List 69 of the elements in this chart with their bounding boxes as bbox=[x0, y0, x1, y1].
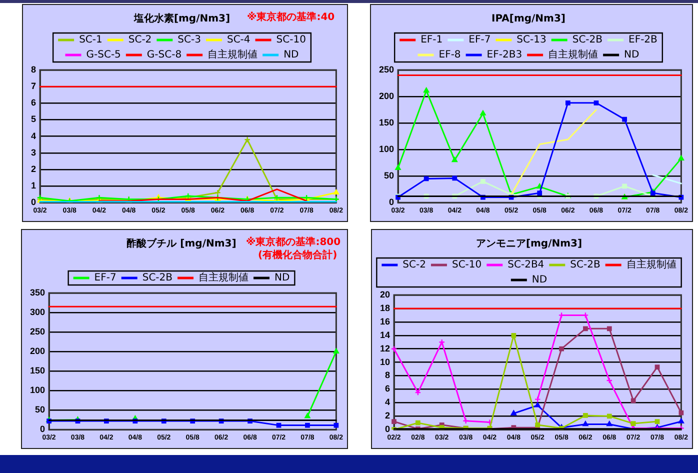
y-tick-label: 0 bbox=[389, 197, 394, 208]
legend-label: SC-2B bbox=[572, 34, 603, 46]
legend-label: G-SC-5 bbox=[86, 50, 121, 61]
legend-label: SC-1 bbox=[79, 34, 102, 46]
legend-label: 自主規制値 bbox=[198, 272, 249, 284]
legend-label: SC-3 bbox=[178, 34, 201, 46]
y-tick-label: 0 bbox=[384, 424, 390, 434]
y-tick-label: 8 bbox=[384, 370, 390, 380]
legend-label: EF-7 bbox=[94, 272, 116, 284]
y-tick-label: 16 bbox=[380, 316, 390, 326]
legend-label: 自主規制値 bbox=[626, 258, 676, 271]
y-tick-label: 0 bbox=[40, 424, 46, 434]
y-tick-label: 350 bbox=[30, 287, 46, 298]
y-tick-label: 150 bbox=[378, 118, 394, 128]
y-tick-label: 2 bbox=[30, 164, 36, 174]
y-tick-label: 6 bbox=[30, 98, 36, 108]
y-tick-label: 300 bbox=[30, 307, 46, 317]
y-tick-label: 7 bbox=[30, 81, 36, 92]
chart-title: IPA[mg/Nm3] bbox=[492, 14, 566, 25]
legend-label: EF-7 bbox=[468, 34, 491, 46]
y-tick-label: 18 bbox=[380, 302, 390, 313]
y-tick-label: 14 bbox=[380, 330, 390, 340]
y-tick-label: 4 bbox=[384, 397, 390, 408]
text: ※東京都の基準:800 bbox=[246, 236, 341, 249]
text: (有機化合物合計) bbox=[258, 249, 338, 262]
y-tick-label: 8 bbox=[30, 64, 36, 74]
chart-title: アンモニア[mg/Nm3] bbox=[476, 238, 582, 250]
y-tick-label: 200 bbox=[378, 91, 394, 102]
legend-label: 自主規制値 bbox=[208, 48, 258, 61]
legend-label: SC-4 bbox=[226, 34, 250, 46]
legend-label: EF-8 bbox=[438, 50, 461, 61]
y-tick-label: 1 bbox=[30, 180, 36, 191]
y-tick-label: 5 bbox=[30, 114, 36, 124]
legend-label: SC-10 bbox=[452, 260, 482, 271]
y-tick-label: 0 bbox=[30, 197, 36, 208]
chart-title: 塩化水素[mg/Nm3] bbox=[132, 12, 230, 25]
legend-label: G-SC-8 bbox=[146, 50, 182, 61]
legend-label: SC-2B bbox=[570, 260, 600, 271]
y-tick-label: 200 bbox=[30, 346, 46, 356]
legend-label: SC-2 bbox=[128, 34, 152, 46]
y-tick-label: 4 bbox=[30, 130, 36, 141]
text: ※東京都の基準:40 bbox=[247, 11, 335, 24]
legend-label: ND bbox=[532, 274, 548, 286]
y-tick-label: 100 bbox=[30, 385, 46, 396]
legend-label: EF-2B3 bbox=[486, 50, 522, 61]
legend-label: 自主規制値 bbox=[548, 48, 598, 61]
legend-label: ND bbox=[274, 272, 290, 284]
legend-label: ND bbox=[284, 50, 300, 61]
chart-title: 酢酸ブチル [mg/Nm3] bbox=[126, 238, 236, 250]
y-tick-label: 20 bbox=[380, 289, 390, 300]
legend-label: ND bbox=[624, 50, 640, 61]
y-tick-label: 3 bbox=[30, 147, 36, 158]
y-tick-label: 100 bbox=[378, 144, 394, 154]
y-tick-label: 50 bbox=[384, 170, 394, 181]
legend-label: SC-10 bbox=[276, 34, 306, 46]
y-tick-label: 150 bbox=[30, 366, 46, 376]
y-tick-label: 12 bbox=[380, 343, 390, 354]
y-tick-label: 250 bbox=[30, 326, 46, 337]
legend-label: SC-2 bbox=[402, 260, 426, 271]
y-tick-label: 10 bbox=[380, 356, 390, 367]
legend-label: EF-1 bbox=[420, 34, 443, 46]
y-tick-label: 6 bbox=[384, 384, 390, 394]
y-tick-label: 2 bbox=[384, 410, 390, 421]
legend-label: SC-13 bbox=[516, 34, 546, 46]
y-tick-label: 250 bbox=[378, 64, 394, 74]
legend-label: SC-2B bbox=[142, 272, 173, 284]
legend-label: SC-2B4 bbox=[508, 260, 544, 271]
legend-label: EF-2B bbox=[628, 34, 658, 46]
y-tick-label: 50 bbox=[35, 404, 46, 415]
